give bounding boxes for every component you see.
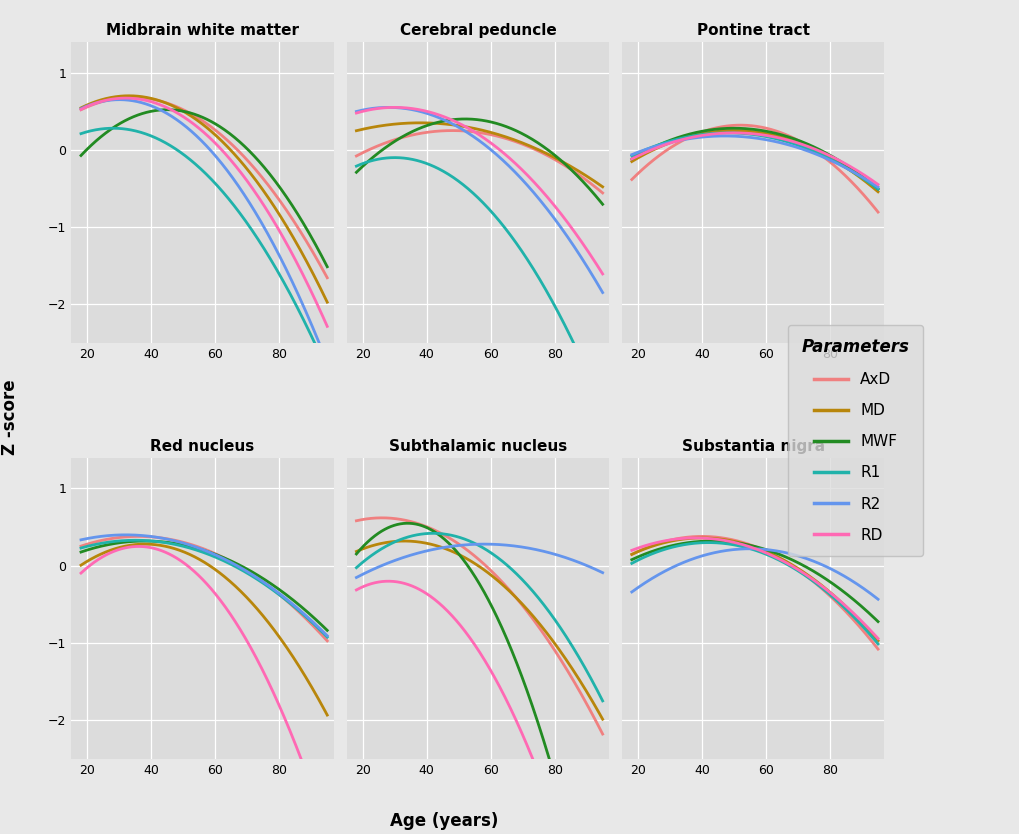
Title: Midbrain white matter: Midbrain white matter: [106, 23, 299, 38]
Title: Pontine tract: Pontine tract: [696, 23, 809, 38]
Text: Z -score: Z -score: [1, 379, 19, 455]
Title: Subthalamic nucleus: Subthalamic nucleus: [388, 439, 567, 454]
Title: Red nucleus: Red nucleus: [150, 439, 255, 454]
Text: Age (years): Age (years): [389, 812, 497, 831]
Legend: AxD, MD, MWF, R1, R2, RD: AxD, MD, MWF, R1, R2, RD: [787, 324, 922, 556]
Title: Cerebral peduncle: Cerebral peduncle: [399, 23, 555, 38]
Title: Substantia nigra: Substantia nigra: [681, 439, 824, 454]
